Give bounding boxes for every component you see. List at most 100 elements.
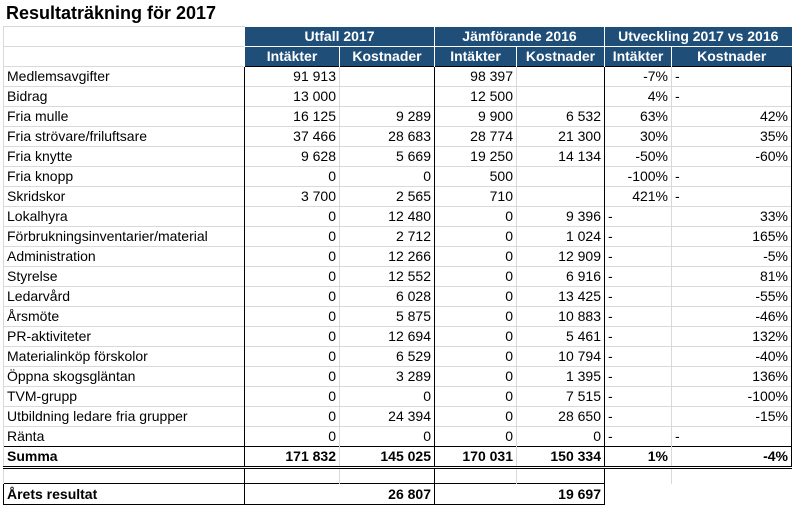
utv-kostnader-cell[interactable]: 33%	[671, 206, 792, 227]
group-header-jamforande[interactable]: Jämförande 2016	[434, 26, 605, 47]
utv-kostnader-cell[interactable]: -55%	[671, 286, 792, 307]
utv-kostnader-cell[interactable]: -15%	[671, 406, 792, 427]
jamf-kostnader-cell[interactable]: 0	[516, 426, 605, 447]
utfall-kostnader-cell[interactable]: 2 712	[339, 226, 435, 247]
utv-kostnader-cell[interactable]: -	[671, 66, 792, 87]
utfall-kostnader-cell[interactable]	[339, 66, 435, 87]
summa-utfall-kostnader[interactable]: 145 025	[339, 446, 435, 469]
empty-cell[interactable]	[434, 467, 517, 484]
row-label[interactable]: Materialinköp förskolor	[3, 346, 245, 367]
utfall-kostnader-cell[interactable]: 5 669	[339, 146, 435, 167]
utfall-kostnader-cell[interactable]: 9 289	[339, 106, 435, 127]
group-header-utveckling[interactable]: Utveckling 2017 vs 2016	[604, 26, 792, 47]
row-label[interactable]: Fria knopp	[3, 166, 245, 187]
row-label[interactable]: Fria mulle	[3, 106, 245, 127]
utfall-kostnader-cell[interactable]: 12 480	[339, 206, 435, 227]
utfall-intakter-cell[interactable]: 0	[244, 366, 340, 387]
jamf-intakter-cell[interactable]: 98 397	[434, 66, 517, 87]
summa-label[interactable]: Summa	[3, 446, 245, 469]
utfall-intakter-cell[interactable]: 13 000	[244, 86, 340, 107]
utv-intakter-cell[interactable]: 4%	[604, 86, 672, 107]
jamf-kostnader-cell[interactable]: 12 909	[516, 246, 605, 267]
empty-cell[interactable]	[3, 467, 245, 484]
empty-cell[interactable]	[604, 483, 792, 505]
col-header-utfall-intakter[interactable]: Intäkter	[244, 46, 340, 67]
utfall-intakter-cell[interactable]: 0	[244, 226, 340, 247]
utfall-kostnader-cell[interactable]: 12 694	[339, 326, 435, 347]
jamf-intakter-cell[interactable]: 0	[434, 386, 517, 407]
resultat-jamforande[interactable]: 19 697	[434, 483, 605, 505]
utv-kostnader-cell[interactable]: -	[671, 166, 792, 187]
col-header-utfall-kostnader[interactable]: Kostnader	[339, 46, 435, 67]
utv-intakter-cell[interactable]: -	[604, 286, 672, 307]
utfall-intakter-cell[interactable]: 16 125	[244, 106, 340, 127]
utv-intakter-cell[interactable]: -	[604, 246, 672, 267]
utv-intakter-cell[interactable]: -	[604, 346, 672, 367]
jamf-intakter-cell[interactable]: 0	[434, 346, 517, 367]
resultat-label[interactable]: Årets resultat	[3, 483, 245, 505]
jamf-kostnader-cell[interactable]: 5 461	[516, 326, 605, 347]
utv-intakter-cell[interactable]: -	[604, 306, 672, 327]
utv-kostnader-cell[interactable]: 35%	[671, 126, 792, 147]
utfall-kostnader-cell[interactable]: 2 565	[339, 186, 435, 207]
utv-kostnader-cell[interactable]: -60%	[671, 146, 792, 167]
utv-intakter-cell[interactable]: -	[604, 406, 672, 427]
utfall-intakter-cell[interactable]: 0	[244, 206, 340, 227]
utv-kostnader-cell[interactable]: -100%	[671, 386, 792, 407]
utfall-intakter-cell[interactable]: 3 700	[244, 186, 340, 207]
jamf-kostnader-cell[interactable]: 14 134	[516, 146, 605, 167]
jamf-intakter-cell[interactable]: 0	[434, 226, 517, 247]
utfall-kostnader-cell[interactable]	[339, 86, 435, 107]
jamf-kostnader-cell[interactable]	[516, 166, 605, 187]
col-header-jamf-intakter[interactable]: Intäkter	[434, 46, 517, 67]
utfall-kostnader-cell[interactable]: 0	[339, 426, 435, 447]
summa-utv-intakter[interactable]: 1%	[604, 446, 672, 469]
jamf-kostnader-cell[interactable]	[516, 86, 605, 107]
row-label[interactable]: Fria knytte	[3, 146, 245, 167]
jamf-kostnader-cell[interactable]: 10 794	[516, 346, 605, 367]
utfall-kostnader-cell[interactable]: 12 552	[339, 266, 435, 287]
jamf-intakter-cell[interactable]: 0	[434, 326, 517, 347]
jamf-kostnader-cell[interactable]: 7 515	[516, 386, 605, 407]
jamf-intakter-cell[interactable]: 0	[434, 206, 517, 227]
resultat-utfall[interactable]: 26 807	[244, 483, 435, 505]
summa-jamf-kostnader[interactable]: 150 334	[516, 446, 605, 469]
utv-intakter-cell[interactable]: -	[604, 426, 672, 447]
utv-intakter-cell[interactable]: -	[604, 366, 672, 387]
jamf-intakter-cell[interactable]: 500	[434, 166, 517, 187]
utfall-kostnader-cell[interactable]: 12 266	[339, 246, 435, 267]
empty-cell[interactable]	[671, 467, 792, 484]
jamf-intakter-cell[interactable]: 0	[434, 426, 517, 447]
utfall-intakter-cell[interactable]: 0	[244, 406, 340, 427]
jamf-kostnader-cell[interactable]: 9 396	[516, 206, 605, 227]
utv-intakter-cell[interactable]: -100%	[604, 166, 672, 187]
jamf-kostnader-cell[interactable]: 21 300	[516, 126, 605, 147]
utv-intakter-cell[interactable]: -	[604, 226, 672, 247]
utv-intakter-cell[interactable]: -7%	[604, 66, 672, 87]
jamf-kostnader-cell[interactable]	[516, 186, 605, 207]
jamf-kostnader-cell[interactable]: 1 024	[516, 226, 605, 247]
utfall-intakter-cell[interactable]: 0	[244, 326, 340, 347]
col-header-utv-intakter[interactable]: Intäkter	[604, 46, 672, 67]
utfall-intakter-cell[interactable]: 0	[244, 306, 340, 327]
utv-kostnader-cell[interactable]: 42%	[671, 106, 792, 127]
group-header-utfall[interactable]: Utfall 2017	[244, 26, 435, 47]
utv-kostnader-cell[interactable]: -	[671, 426, 792, 447]
col-header-utv-kostnader[interactable]: Kostnader	[671, 46, 792, 67]
utfall-intakter-cell[interactable]: 0	[244, 246, 340, 267]
row-label[interactable]: Fria strövare/friluftsare	[3, 126, 245, 147]
utv-kostnader-cell[interactable]: 132%	[671, 326, 792, 347]
utv-kostnader-cell[interactable]: 165%	[671, 226, 792, 247]
utfall-intakter-cell[interactable]: 0	[244, 166, 340, 187]
utfall-intakter-cell[interactable]: 91 913	[244, 66, 340, 87]
utfall-kostnader-cell[interactable]: 6 529	[339, 346, 435, 367]
row-label[interactable]: Utbildning ledare fria grupper	[3, 406, 245, 427]
jamf-intakter-cell[interactable]: 0	[434, 266, 517, 287]
utv-intakter-cell[interactable]: -	[604, 386, 672, 407]
jamf-intakter-cell[interactable]: 12 500	[434, 86, 517, 107]
utv-intakter-cell[interactable]: -	[604, 266, 672, 287]
utfall-kostnader-cell[interactable]: 6 028	[339, 286, 435, 307]
jamf-intakter-cell[interactable]: 28 774	[434, 126, 517, 147]
jamf-kostnader-cell[interactable]: 13 425	[516, 286, 605, 307]
utfall-intakter-cell[interactable]: 0	[244, 346, 340, 367]
